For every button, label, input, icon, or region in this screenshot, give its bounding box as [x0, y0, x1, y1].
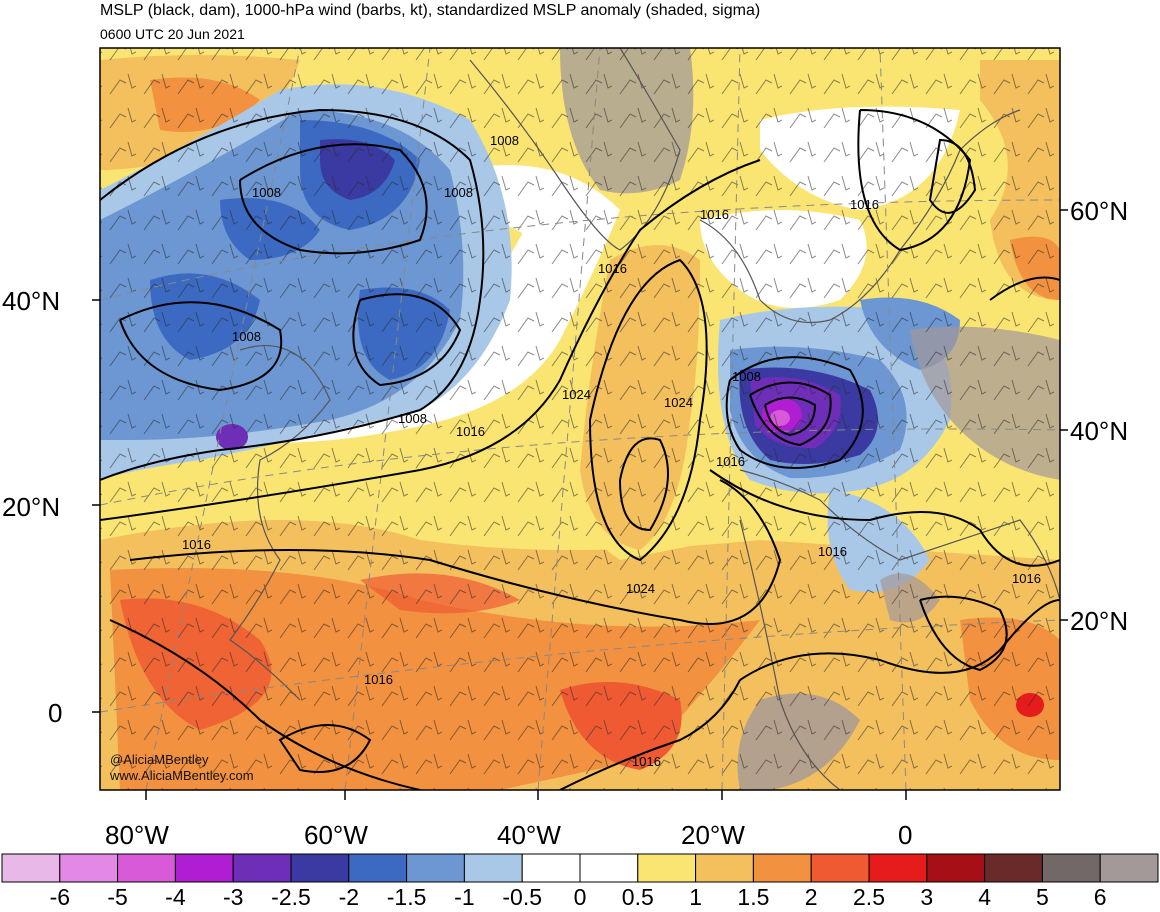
isobar-label: 1008 [232, 329, 261, 344]
colorbar-swatch [521, 853, 581, 883]
colorbar-label: 3 [920, 884, 934, 910]
colorbar-swatch [290, 853, 350, 883]
isobar-label: 1008 [252, 185, 281, 200]
isobar-label: 1008 [732, 369, 761, 384]
map-frame [99, 47, 1061, 791]
colorbar-swatch [637, 853, 697, 883]
colorbar-label: 6 [1093, 884, 1107, 910]
colorbar-label: -2 [338, 884, 360, 910]
lat-label-60n-right: 60°N [1070, 196, 1129, 226]
colorbar-swatch [695, 853, 754, 883]
credit-handle: @AliciaMBentley [110, 752, 209, 767]
colorbar-swatch [1041, 853, 1101, 883]
isobar-label: 1016 [364, 672, 393, 687]
colorbar-label: 0 [573, 884, 587, 910]
isobar-label: 1016 [1012, 571, 1041, 586]
valid-time: 0600 UTC 20 Jun 2021 [100, 26, 245, 42]
colorbar-label: 2 [804, 884, 818, 910]
colorbar-label: 5 [1035, 884, 1049, 910]
lat-label-40n-left: 40°N [2, 286, 61, 316]
colorbar-label: -4 [165, 884, 186, 910]
colorbar-label: -2.5 [271, 884, 311, 910]
colorbar-label: -1.5 [386, 884, 427, 910]
colorbar-swatch [810, 853, 870, 883]
colorbar-label: 0.5 [621, 884, 654, 910]
lon-label-40w: 40°W [497, 820, 561, 850]
isobar-label: 1024 [562, 387, 591, 402]
isobar-label: 1016 [182, 537, 211, 552]
isobar-label: 1016 [632, 754, 661, 769]
colorbar-label: -5 [107, 884, 128, 910]
lon-label-0: 0 [898, 820, 913, 850]
isobar-label: 1024 [626, 581, 655, 596]
credit-website: www.AliciaMBentley.com [110, 768, 254, 783]
colorbar-label: 1 [689, 884, 702, 910]
isobar-label: 1016 [850, 197, 879, 212]
isobar-label: 1016 [456, 424, 485, 439]
colorbar-label: -0.5 [502, 884, 543, 910]
isobar-label: 1016 [598, 261, 627, 276]
colorbar-swatch [579, 853, 639, 883]
colorbar-label: -1 [454, 884, 475, 910]
lat-label-20n-left: 20°N [2, 492, 61, 522]
map-field [100, 48, 1060, 790]
lat-label-eq-left: 0 [48, 698, 63, 728]
colorbar [1, 853, 1159, 883]
colorbar-swatch [232, 853, 292, 883]
colorbar-swatch [752, 853, 812, 883]
colorbar-swatch [406, 853, 465, 883]
colorbar-label: -3 [222, 884, 244, 910]
axis-ticks [92, 209, 1068, 800]
colorbar-swatch [1, 853, 61, 883]
colorbar-swatch [1099, 853, 1159, 883]
colorbar-label: -6 [49, 884, 71, 910]
lon-label-20w: 20°W [681, 820, 745, 850]
colorbar-swatch [984, 853, 1043, 883]
isobar-label: 1016 [818, 544, 847, 559]
colorbar-swatch [174, 853, 234, 883]
colorbar-swatch [868, 853, 928, 883]
lon-label-80w: 80°W [105, 820, 169, 850]
colorbar-label: 4 [978, 884, 991, 910]
isobar-label: 1016 [700, 207, 729, 222]
isobar-label: 1008 [444, 185, 473, 200]
colorbar-swatch [463, 853, 523, 883]
colorbar-label: 2.5 [853, 884, 885, 910]
lat-label-20n-right: 20°N [1070, 606, 1129, 636]
isobar-label: 1008 [490, 133, 519, 148]
colorbar-swatch [926, 853, 986, 883]
isobar-label: 1008 [398, 411, 427, 426]
isobar-label: 1016 [716, 454, 745, 469]
colorbar-swatch [59, 853, 119, 883]
lat-label-40n-right: 40°N [1070, 416, 1129, 446]
lon-label-60w: 60°W [304, 820, 368, 850]
colorbar-swatch [348, 853, 408, 883]
isobar-label: 1024 [664, 395, 693, 410]
map-title: MSLP (black, dam), 1000-hPa wind (barbs,… [100, 2, 761, 19]
colorbar-label: 1.5 [737, 884, 770, 910]
colorbar-swatch [117, 853, 176, 883]
